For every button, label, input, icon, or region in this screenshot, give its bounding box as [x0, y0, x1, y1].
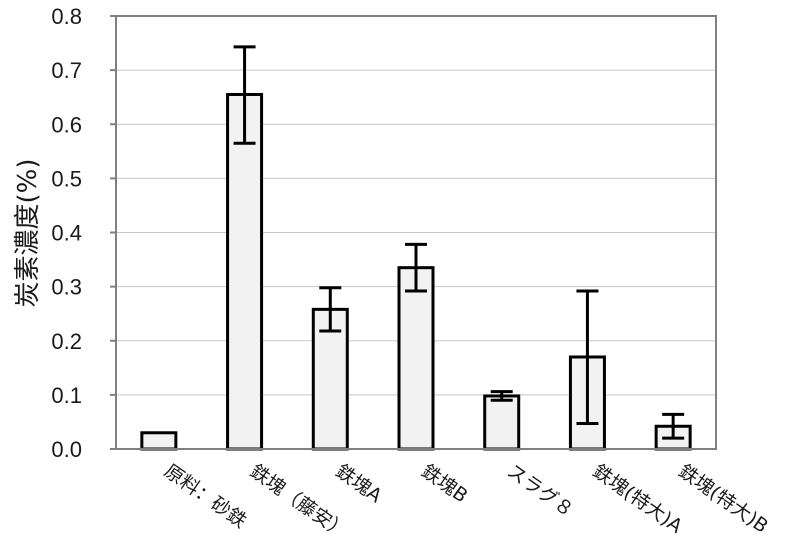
bar	[483, 394, 521, 451]
y-tick-label: 0.0	[51, 437, 82, 462]
error-bars	[233, 45, 685, 440]
y-tick-label: 0.1	[51, 383, 82, 408]
y-tick-label: 0.4	[51, 221, 82, 246]
x-tick-label: 原料：砂鉄	[160, 460, 250, 533]
y-tick-label: 0.2	[51, 329, 82, 354]
y-axis-label: 炭素濃度(%)	[13, 159, 43, 308]
x-tick-label: 鉄塊A	[331, 460, 385, 507]
y-tick-label: 0.6	[51, 112, 82, 137]
bar	[226, 92, 264, 451]
y-tick-label: 0.8	[51, 4, 82, 29]
x-tick-label: 鉄塊(特大)A	[589, 460, 687, 538]
bar	[140, 431, 178, 451]
y-tick-label: 0.5	[51, 166, 82, 191]
y-axis-ticks: 0.0 0.1 0.2 0.3 0.4 0.5 0.6 0.7 0.8	[51, 4, 116, 462]
y-tick-label: 0.7	[51, 58, 82, 83]
bar	[397, 266, 435, 451]
x-tick-label: スラグ８	[503, 460, 578, 522]
x-tick-label: 鉄塊B	[417, 460, 471, 507]
x-tick-label: 鉄塊(特大)B	[674, 460, 772, 538]
y-tick-label: 0.3	[51, 275, 82, 300]
